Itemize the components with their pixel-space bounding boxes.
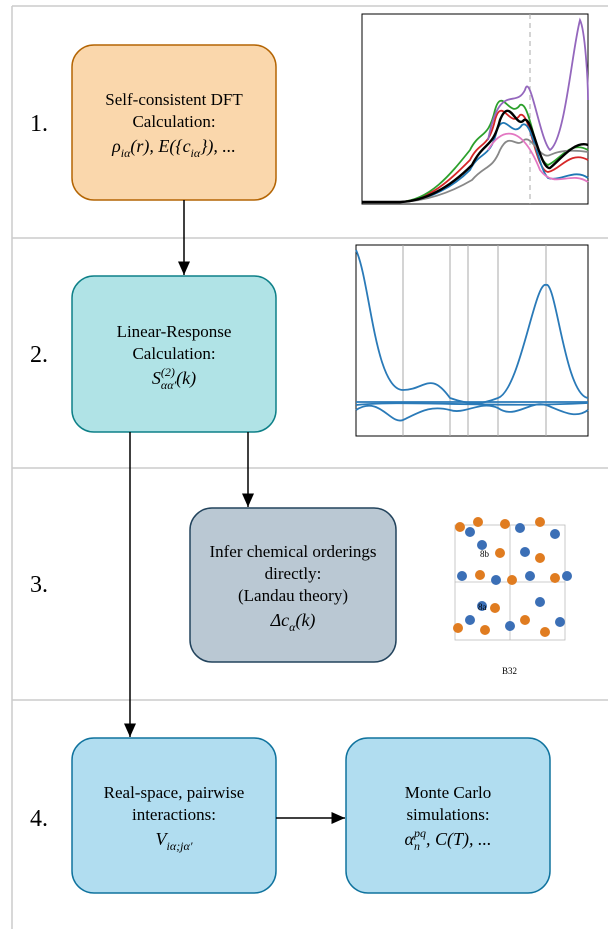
box-text: Linear-Response <box>117 322 232 341</box>
formula-part: }), ... <box>200 136 236 157</box>
figure-label: 8b <box>480 549 490 559</box>
formula-part: n <box>414 839 420 853</box>
formula-part: αα′ <box>161 378 177 392</box>
box-text: simulations: <box>406 805 489 824</box>
row-number: 2. <box>30 342 48 368</box>
plot-1 <box>362 14 588 204</box>
formula-part: (2) <box>161 365 175 379</box>
row-number: 3. <box>30 572 48 598</box>
row-number: 1. <box>30 111 48 137</box>
formula: S(2)αα′(k) <box>152 365 196 392</box>
box-text: interactions: <box>132 805 216 824</box>
formula-part: (k) <box>176 368 196 389</box>
formula-part: S <box>152 368 161 388</box>
plot-2 <box>356 245 588 436</box>
diagram: 8b 8a B32 1. 2. 3. 4. Self-consistent DF… <box>0 0 608 929</box>
crystal: 8b 8a B32 <box>453 517 572 676</box>
box-text: directly: <box>265 564 322 583</box>
box-text: Calculation: <box>132 344 215 363</box>
figure-label: B32 <box>502 666 517 676</box>
figure-label: 8a <box>478 602 487 612</box>
box-text: Calculation: <box>132 112 215 131</box>
box-text: Infer chemical orderings <box>209 542 376 561</box>
box-text: Real-space, pairwise <box>104 783 245 802</box>
formula-part: Δc <box>270 610 290 630</box>
formula-part: iα;jα′ <box>167 839 193 853</box>
formula-part: (r), E({c <box>130 136 190 157</box>
formula-part: (k) <box>295 610 315 631</box>
box-text: (Landau theory) <box>238 586 348 605</box>
row-number: 4. <box>30 806 48 832</box>
box-text: Monte Carlo <box>405 783 491 802</box>
formula-part: ρ <box>111 136 121 156</box>
formula-part: , C(T), ... <box>426 829 492 850</box>
formula-part: pq <box>413 826 426 840</box>
boxes <box>72 45 550 893</box>
box-text: Self-consistent DFT <box>105 90 243 109</box>
